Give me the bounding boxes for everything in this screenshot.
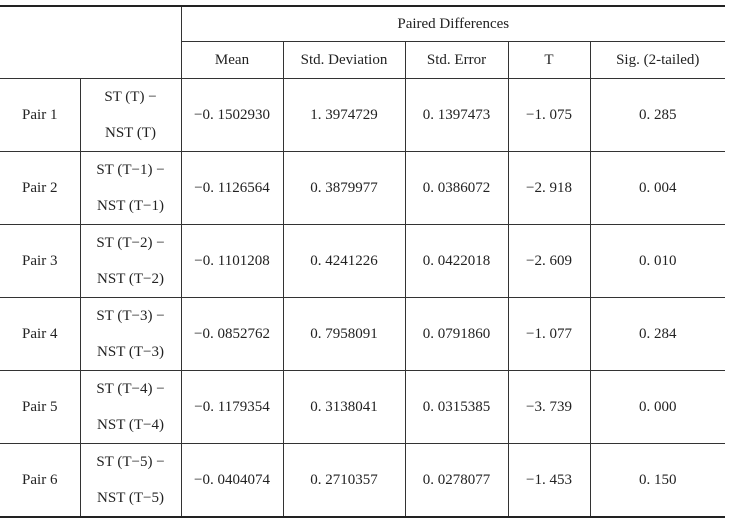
pair-line: NST (T−1) [97, 198, 164, 214]
value-cell: 0. 010 [589, 224, 725, 298]
pair-label: Pair 3 [0, 224, 81, 298]
value-cell: 0. 3879977 [282, 151, 406, 225]
value-cell: −0. 1502930 [180, 78, 284, 152]
value-cell: 0. 1397473 [404, 78, 509, 152]
pair-line: NST (T−4) [97, 417, 164, 433]
value-cell: −1. 075 [507, 78, 591, 152]
value-cell: 0. 000 [589, 370, 725, 444]
pair-line: NST (T−5) [97, 490, 164, 506]
pair-line: ST (T−4) − [96, 381, 165, 397]
value-cell: −3. 739 [507, 370, 591, 444]
column-header: Std. Deviation [282, 41, 406, 79]
paired-table: Paired Differences Mean Std. Deviation Std… [0, 5, 725, 518]
pair-line: NST (T−2) [97, 271, 164, 287]
pair-label: Pair 4 [0, 297, 81, 371]
value-cell: 0. 0386072 [404, 151, 509, 225]
value-cell: 0. 7958091 [282, 297, 406, 371]
value-cell: −0. 0852762 [180, 297, 284, 371]
value-cell: −2. 918 [507, 151, 591, 225]
value-cell: −0. 0404074 [180, 443, 284, 518]
column-header: Sig. (2-tailed) [589, 41, 725, 79]
value-cell: 0. 285 [589, 78, 725, 152]
value-cell: 0. 284 [589, 297, 725, 371]
column-header: T [507, 41, 591, 79]
data-row: Pair 2 ST (T−1) − NST (T−1) −0. 1126564 0. 3… [0, 151, 725, 225]
value-cell: 0. 2710357 [282, 443, 406, 518]
pair-label: Pair 5 [0, 370, 81, 444]
value-cell: 0. 150 [589, 443, 725, 518]
pair-variables: ST (T−3) − NST (T−3) [79, 297, 182, 371]
column-header: Std. Error [404, 41, 509, 79]
pair-line: ST (T−1) − [96, 162, 165, 178]
data-row: Pair 4 ST (T−3) − NST (T−3) −0. 0852762 0. 7… [0, 297, 725, 371]
value-cell: −0. 1179354 [180, 370, 284, 444]
data-row: Pair 5 ST (T−4) − NST (T−4) −0. 1179354 0. 3… [0, 370, 725, 444]
value-cell: 0. 3138041 [282, 370, 406, 444]
value-cell: −1. 453 [507, 443, 591, 518]
value-cell: −0. 1126564 [180, 151, 284, 225]
group-header: Paired Differences [180, 5, 725, 42]
pair-variables: ST (T−2) − NST (T−2) [79, 224, 182, 298]
value-cell: −0. 1101208 [180, 224, 284, 298]
data-row: Pair 1 ST (T) − NST (T) −0. 1502930 1. 39747… [0, 78, 725, 152]
value-cell: 0. 004 [589, 151, 725, 225]
pair-label: Pair 1 [0, 78, 81, 152]
pair-variables: ST (T) − NST (T) [79, 78, 182, 152]
header-row: Paired Differences [0, 5, 725, 79]
pair-variables: ST (T−1) − NST (T−1) [79, 151, 182, 225]
column-header: Mean [181, 41, 284, 79]
value-cell: 0. 0422018 [404, 224, 509, 298]
pair-line: NST (T) [105, 125, 156, 141]
data-row: Pair 3 ST (T−2) − NST (T−2) −0. 1101208 0. 4… [0, 224, 725, 298]
value-cell: 1. 3974729 [282, 78, 406, 152]
data-row: Pair 6 ST (T−5) − NST (T−5) −0. 0404074 0. 2… [0, 443, 725, 518]
value-cell: 0. 0791860 [404, 297, 509, 371]
pair-label: Pair 2 [0, 151, 81, 225]
pair-line: ST (T−3) − [96, 308, 165, 324]
pair-line: ST (T) − [104, 89, 157, 105]
value-cell: −1. 077 [507, 297, 591, 371]
pair-line: NST (T−3) [97, 344, 164, 360]
pair-line: ST (T−5) − [96, 454, 165, 470]
corner-cell [0, 5, 182, 79]
pair-variables: ST (T−4) − NST (T−4) [79, 370, 182, 444]
value-cell: 0. 4241226 [282, 224, 406, 298]
pair-variables: ST (T−5) − NST (T−5) [79, 443, 182, 518]
value-cell: −2. 609 [507, 224, 591, 298]
pair-line: ST (T−2) − [96, 235, 165, 251]
value-cell: 0. 0278077 [404, 443, 509, 518]
value-cell: 0. 0315385 [404, 370, 509, 444]
pair-label: Pair 6 [0, 443, 81, 518]
